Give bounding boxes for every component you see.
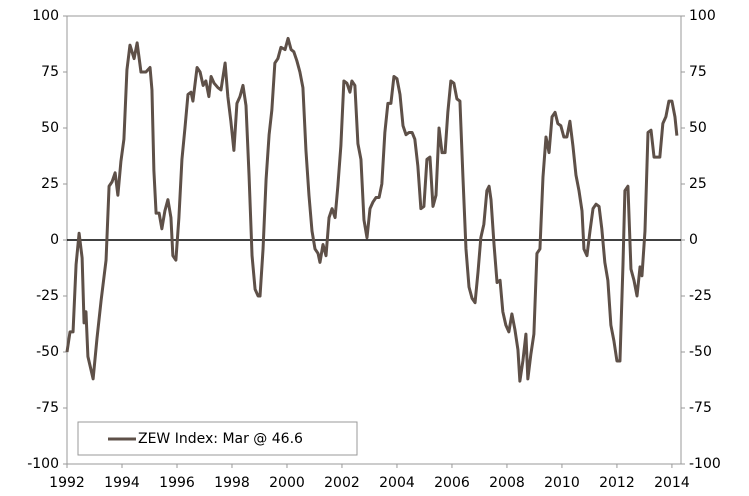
y2-tick-label: 100 — [689, 8, 716, 24]
y2-tick-label: -25 — [689, 288, 712, 304]
y-tick-label: 75 — [41, 64, 59, 80]
y-tick-label: -25 — [36, 288, 59, 304]
y2-tick-label: 0 — [689, 232, 698, 248]
legend-label: ZEW Index: Mar @ 46.6 — [138, 431, 303, 447]
x-tick-label: 1994 — [104, 475, 140, 491]
y2-tick-label: -75 — [689, 400, 712, 416]
x-tick-label: 1998 — [214, 475, 250, 491]
y-tick-label: 0 — [50, 232, 59, 248]
y2-tick-label: -100 — [689, 456, 721, 472]
y-tick-label: -100 — [27, 456, 59, 472]
x-tick-label: 2012 — [599, 475, 635, 491]
x-tick-label: 2004 — [379, 475, 415, 491]
y-tick-label: -75 — [36, 400, 59, 416]
x-tick-label: 2008 — [489, 475, 525, 491]
y-tick-label: 25 — [41, 176, 59, 192]
y-tick-label: 50 — [41, 120, 59, 136]
x-tick-label: 2010 — [544, 475, 580, 491]
x-tick-label: 1992 — [49, 475, 85, 491]
y2-tick-label: 75 — [689, 64, 707, 80]
x-tick-label: 1996 — [159, 475, 195, 491]
y2-tick-label: 50 — [689, 120, 707, 136]
y-tick-label: -50 — [36, 344, 59, 360]
x-tick-label: 2000 — [269, 475, 305, 491]
y2-tick-label: -50 — [689, 344, 712, 360]
data-line — [65, 36, 679, 383]
x-tick-label: 2014 — [654, 475, 690, 491]
y2-tick-label: 25 — [689, 176, 707, 192]
y-tick-label: 100 — [32, 8, 59, 24]
x-tick-label: 2006 — [434, 475, 470, 491]
x-tick-label: 2002 — [324, 475, 360, 491]
